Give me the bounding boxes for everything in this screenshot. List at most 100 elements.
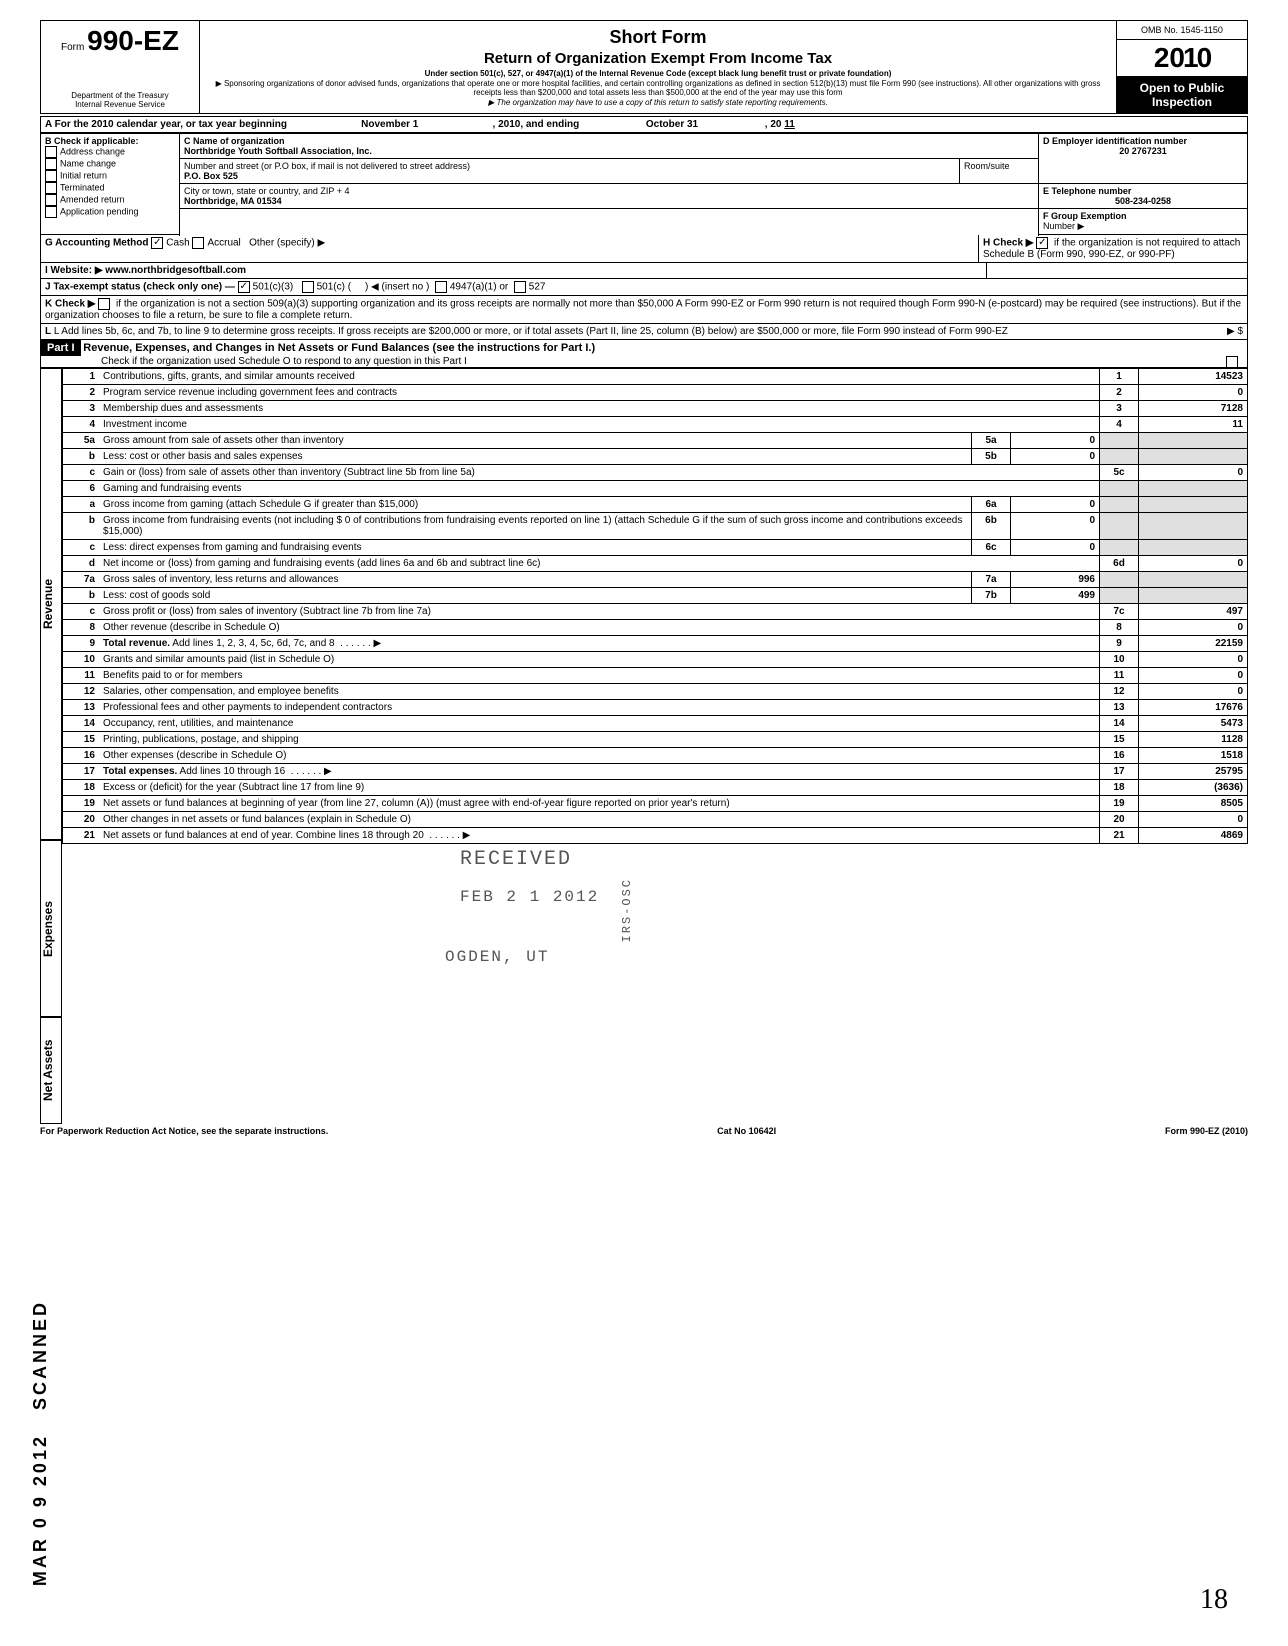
line-amt: 0 bbox=[1139, 620, 1248, 636]
amt-shade bbox=[1139, 449, 1248, 465]
line-desc: Program service revenue including govern… bbox=[99, 385, 1100, 401]
line-box: 18 bbox=[1100, 780, 1139, 796]
line-row: 1Contributions, gifts, grants, and simil… bbox=[63, 369, 1248, 385]
cb-amended[interactable] bbox=[45, 194, 57, 206]
line-desc: Gross income from gaming (attach Schedul… bbox=[99, 497, 972, 513]
line-box: 10 bbox=[1100, 652, 1139, 668]
box-shade bbox=[1100, 449, 1139, 465]
line-number: c bbox=[63, 540, 100, 556]
ghijkl: G Accounting Method Cash Accrual Other (… bbox=[40, 235, 1248, 340]
lbl-other: Other (specify) ▶ bbox=[249, 238, 325, 249]
line-row: 15Printing, publications, postage, and s… bbox=[63, 732, 1248, 748]
line-desc: Salaries, other compensation, and employ… bbox=[99, 684, 1100, 700]
line-amt: 0 bbox=[1139, 668, 1248, 684]
cb-h[interactable] bbox=[1036, 237, 1048, 249]
amt-shade bbox=[1139, 481, 1248, 497]
cb-527[interactable] bbox=[514, 281, 526, 293]
line-number: 17 bbox=[63, 764, 100, 780]
f-label2: Number ▶ bbox=[1043, 221, 1243, 232]
cb-part1[interactable] bbox=[1226, 356, 1238, 368]
city: Northbridge, MA 01534 bbox=[184, 196, 1034, 206]
line-row: aGross income from gaming (attach Schedu… bbox=[63, 497, 1248, 513]
j-label: J Tax-exempt status (check only one) — bbox=[45, 282, 235, 293]
note1: ▶ Sponsoring organizations of donor advi… bbox=[208, 79, 1108, 98]
line-row: 8Other revenue (describe in Schedule O)8… bbox=[63, 620, 1248, 636]
sub-amt: 499 bbox=[1011, 588, 1100, 604]
street: P.O. Box 525 bbox=[184, 171, 955, 181]
box-shade bbox=[1100, 540, 1139, 556]
line-desc: Grants and similar amounts paid (list in… bbox=[99, 652, 1100, 668]
line-desc: Membership dues and assessments bbox=[99, 401, 1100, 417]
line-row: bGross income from fundraising events (n… bbox=[63, 513, 1248, 540]
line-amt: 0 bbox=[1139, 652, 1248, 668]
sub-amt: 0 bbox=[1011, 433, 1100, 449]
box-shade bbox=[1100, 433, 1139, 449]
line-box: 20 bbox=[1100, 812, 1139, 828]
cb-initial[interactable] bbox=[45, 170, 57, 182]
line-box: 3 bbox=[1100, 401, 1139, 417]
sub-box: 6c bbox=[972, 540, 1011, 556]
cb-name[interactable] bbox=[45, 158, 57, 170]
cb-terminated[interactable] bbox=[45, 182, 57, 194]
line-amt: (3636) bbox=[1139, 780, 1248, 796]
period-end-year: 11 bbox=[784, 119, 795, 130]
website: www.northbridgesoftball.com bbox=[105, 265, 246, 276]
line-desc: Printing, publications, postage, and shi… bbox=[99, 732, 1100, 748]
stamp-scanned: MAR 0 9 2012 SCANNED bbox=[30, 1300, 51, 1586]
line-box: 5c bbox=[1100, 465, 1139, 481]
line-desc: Gross sales of inventory, less returns a… bbox=[99, 572, 972, 588]
period-mid: , 2010, and ending bbox=[493, 119, 580, 130]
part1-header: Part I Revenue, Expenses, and Changes in… bbox=[40, 340, 1248, 368]
line-number: 19 bbox=[63, 796, 100, 812]
cb-accrual[interactable] bbox=[192, 237, 204, 249]
lines-table: 1Contributions, gifts, grants, and simil… bbox=[62, 368, 1248, 844]
line-box: 1 bbox=[1100, 369, 1139, 385]
cb-cash[interactable] bbox=[151, 237, 163, 249]
line-number: b bbox=[63, 513, 100, 540]
cb-pending[interactable] bbox=[45, 206, 57, 218]
line-box: 12 bbox=[1100, 684, 1139, 700]
period-end2: , 20 bbox=[765, 119, 782, 130]
main-grid: Revenue Expenses Net Assets 1Contributio… bbox=[40, 368, 1248, 1124]
line-box: 14 bbox=[1100, 716, 1139, 732]
amt-shade bbox=[1139, 572, 1248, 588]
lbl-initial: Initial return bbox=[60, 170, 107, 180]
line-row: 14Occupancy, rent, utilities, and mainte… bbox=[63, 716, 1248, 732]
line-box: 7c bbox=[1100, 604, 1139, 620]
line-box: 11 bbox=[1100, 668, 1139, 684]
lbl-insert: ) ◀ (insert no ) bbox=[365, 282, 429, 293]
cb-4947[interactable] bbox=[435, 281, 447, 293]
line-row: 19Net assets or fund balances at beginni… bbox=[63, 796, 1248, 812]
title2: Return of Organization Exempt From Incom… bbox=[208, 50, 1108, 67]
line-number: 21 bbox=[63, 828, 100, 844]
cb-address[interactable] bbox=[45, 146, 57, 158]
k-label: K Check ▶ bbox=[45, 299, 95, 310]
line-number: c bbox=[63, 604, 100, 620]
cb-501c[interactable] bbox=[302, 281, 314, 293]
sub-amt: 996 bbox=[1011, 572, 1100, 588]
line-number: b bbox=[63, 588, 100, 604]
sub-amt: 0 bbox=[1011, 513, 1100, 540]
line-desc: Professional fees and other payments to … bbox=[99, 700, 1100, 716]
line-row: dNet income or (loss) from gaming and fu… bbox=[63, 556, 1248, 572]
line-number: 20 bbox=[63, 812, 100, 828]
line-number: 10 bbox=[63, 652, 100, 668]
line-amt: 7128 bbox=[1139, 401, 1248, 417]
line-amt: 0 bbox=[1139, 812, 1248, 828]
lbl-pending: Application pending bbox=[60, 206, 139, 216]
line-amt: 1128 bbox=[1139, 732, 1248, 748]
period-end: October 31 bbox=[582, 119, 762, 130]
amt-shade bbox=[1139, 497, 1248, 513]
line-desc: Gain or (loss) from sale of assets other… bbox=[99, 465, 1100, 481]
line-desc: Other expenses (describe in Schedule O) bbox=[99, 748, 1100, 764]
line-row: bLess: cost of goods sold7b499 bbox=[63, 588, 1248, 604]
line-row: 17Total expenses. Add lines 10 through 1… bbox=[63, 764, 1248, 780]
footer: For Paperwork Reduction Act Notice, see … bbox=[40, 1124, 1248, 1138]
cb-k[interactable] bbox=[98, 298, 110, 310]
line-desc: Less: direct expenses from gaming and fu… bbox=[99, 540, 972, 556]
line-row: 10Grants and similar amounts paid (list … bbox=[63, 652, 1248, 668]
cb-501c3[interactable] bbox=[238, 281, 250, 293]
lbl-501c3: 501(c)(3) bbox=[253, 282, 294, 293]
sub-box: 7a bbox=[972, 572, 1011, 588]
line-row: 13Professional fees and other payments t… bbox=[63, 700, 1248, 716]
